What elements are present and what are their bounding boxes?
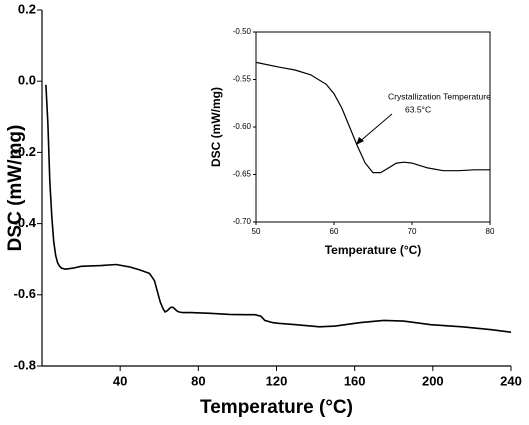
x-tick-label: 200 <box>422 373 444 388</box>
x-axis-title: Temperature (°C) <box>325 243 422 257</box>
x-axis-title: Temperature (°C) <box>200 397 353 418</box>
y-axis-title: DSC (mW/mg) <box>5 125 26 252</box>
annotation: Crystallization Temperature <box>388 91 491 101</box>
annotation-arrow <box>357 113 393 144</box>
x-tick-label: 120 <box>266 373 288 388</box>
y-tick-label: 0.0 <box>18 73 36 88</box>
x-tick-label: 240 <box>500 373 522 388</box>
y-tick-label: -0.6 <box>14 286 36 301</box>
x-tick-label: 80 <box>191 373 205 388</box>
x-tick-label: 40 <box>113 373 127 388</box>
inset-frame <box>255 31 491 223</box>
y-tick-label: -0.55 <box>233 75 252 84</box>
y-tick-label: -0.50 <box>233 27 252 36</box>
x-tick-label: 80 <box>486 227 495 236</box>
y-tick-label: -0.65 <box>233 170 252 179</box>
y-tick-label: 0.2 <box>18 1 36 16</box>
y-tick-label: -0.2 <box>14 144 36 159</box>
annotation: 63.5°C <box>405 104 431 114</box>
y-tick-label: -0.60 <box>233 122 252 131</box>
x-tick-label: 60 <box>330 227 339 236</box>
y-tick-label: -0.4 <box>14 215 37 230</box>
x-tick-label: 50 <box>252 227 261 236</box>
y-tick-label: -0.70 <box>233 217 252 226</box>
data-line <box>255 61 490 174</box>
y-axis-title: DSC (mW/mg) <box>209 87 223 167</box>
x-tick-label: 160 <box>344 373 366 388</box>
data-line <box>45 84 512 333</box>
y-tick-label: -0.8 <box>14 357 36 372</box>
annotation-arrowhead <box>356 137 364 145</box>
x-tick-label: 70 <box>408 227 417 236</box>
